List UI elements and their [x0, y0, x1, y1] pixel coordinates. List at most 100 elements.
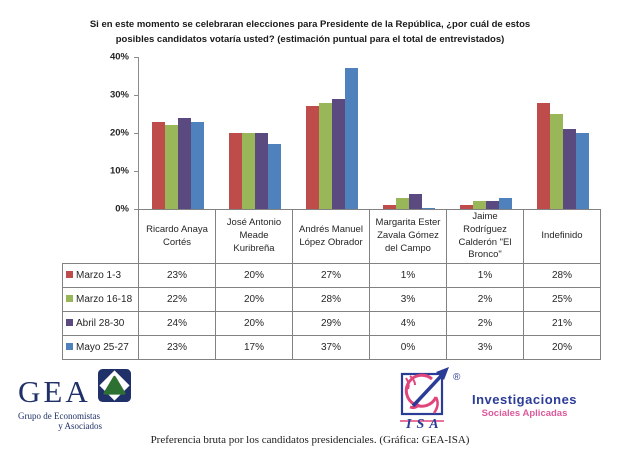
- bar-chart: 40% 30% 20% 10% 0%: [62, 52, 601, 215]
- table-row: Mayo 25-27 23% 17% 37% 0% 3% 20%: [62, 335, 601, 361]
- figure-caption: Preferencia bruta por los candidatos pre…: [150, 434, 470, 446]
- table-body: Marzo 1-3 23% 20% 27% 1% 1% 28% Marzo 16-18 22% 2…: [62, 263, 601, 361]
- table-row: Marzo 16-18 22% 20% 28% 3% 2% 25%: [62, 287, 601, 313]
- legend-cell: Abril 28-30: [62, 311, 139, 337]
- value-cell: 23%: [138, 335, 216, 361]
- bar: [164, 125, 178, 209]
- bar: [575, 133, 589, 209]
- bar: [562, 129, 576, 209]
- y-tick-label: 40%: [109, 51, 129, 63]
- table-row: Marzo 1-3 23% 20% 27% 1% 1% 28%: [62, 263, 601, 289]
- value-cell: 1%: [446, 263, 524, 289]
- table-row: Abril 28-30 24% 20% 29% 4% 2% 21%: [62, 311, 601, 337]
- value-cell: 1%: [369, 263, 447, 289]
- legend-swatch: [66, 295, 73, 303]
- value-cell: 2%: [446, 311, 524, 337]
- y-tick-label: 10%: [109, 165, 129, 177]
- category-header: Ricardo Anaya Cortés: [138, 208, 216, 265]
- bar-group-3: [293, 57, 370, 209]
- bar: [228, 133, 242, 209]
- bar-group-2: [216, 57, 293, 209]
- plot-area: [138, 57, 601, 209]
- value-cell: 23%: [138, 263, 216, 289]
- bar: [318, 103, 332, 209]
- value-cell: 20%: [215, 287, 293, 313]
- legend-swatch: [66, 343, 73, 351]
- bar: [459, 205, 473, 209]
- gea-logo-subtitle-line2: y Asociados: [58, 421, 102, 431]
- category-header: Indefinido: [523, 208, 601, 265]
- bar: [395, 198, 409, 209]
- y-tick-label: 20%: [109, 127, 129, 139]
- legend-swatch: [66, 271, 73, 279]
- series-name: Abril 28-30: [76, 318, 125, 330]
- isa-registered-mark: ®: [453, 372, 461, 383]
- value-cell: 20%: [215, 311, 293, 337]
- bar: [177, 118, 191, 209]
- series-name: Mayo 25-27: [76, 342, 129, 354]
- bar: [485, 201, 499, 209]
- bar: [408, 194, 422, 209]
- value-cell: 4%: [369, 311, 447, 337]
- category-header: José Antonio Meade Kuribreña: [215, 208, 293, 265]
- value-cell: 17%: [215, 335, 293, 361]
- category-header: Jaime Rodríguez Calderón "El Bronco": [446, 208, 524, 265]
- isa-logo-mark: ® ISA: [400, 367, 461, 430]
- value-cell: 2%: [446, 287, 524, 313]
- value-cell: 24%: [138, 311, 216, 337]
- value-cell: 37%: [292, 335, 370, 361]
- bar: [421, 208, 435, 209]
- bar: [498, 198, 512, 209]
- value-cell: 21%: [523, 311, 601, 337]
- value-cell: 20%: [215, 263, 293, 289]
- value-cell: 20%: [523, 335, 601, 361]
- isa-logo: ® ISA Investigaciones Sociales Aplicadas: [398, 366, 577, 430]
- y-axis: 40% 30% 20% 10% 0%: [62, 52, 138, 215]
- bar: [536, 103, 550, 209]
- value-cell: 0%: [369, 335, 447, 361]
- y-tick-mark: [134, 95, 138, 96]
- isa-logo-name-line1: Investigaciones: [472, 392, 578, 407]
- bar-group-5: [447, 57, 524, 209]
- category-header: Andrés Manuel López Obrador: [292, 208, 370, 265]
- category-header: Margarita Ester Zavala Gómez del Campo: [369, 208, 447, 265]
- y-tick-mark: [134, 133, 138, 134]
- gea-logo-subtitle-line1: Grupo de Economistas: [18, 411, 100, 421]
- bar-group-1: [139, 57, 216, 209]
- legend-cell: Mayo 25-27: [62, 335, 139, 361]
- y-tick-mark: [134, 171, 138, 172]
- value-cell: 27%: [292, 263, 370, 289]
- y-tick-label: 0%: [115, 203, 129, 215]
- value-cell: 3%: [446, 335, 524, 361]
- y-tick-label: 30%: [109, 89, 129, 101]
- bar: [305, 106, 319, 209]
- table-corner-cell: [62, 209, 139, 265]
- bar: [331, 99, 345, 209]
- bar-group-4: [370, 57, 447, 209]
- bar: [254, 133, 268, 209]
- isa-logo-name-line2: Sociales Aplicadas: [481, 408, 568, 419]
- legend-cell: Marzo 1-3: [62, 263, 139, 289]
- value-cell: 25%: [523, 287, 601, 313]
- bar: [472, 201, 486, 209]
- gea-logo-icon: [97, 369, 131, 407]
- bar: [344, 68, 358, 209]
- bar: [549, 114, 563, 209]
- series-name: Marzo 1-3: [76, 270, 122, 282]
- bar: [190, 122, 204, 209]
- gea-logo: GEA Grupo de Economistas y Asociados: [18, 369, 131, 431]
- bar: [241, 133, 255, 209]
- legend-swatch: [66, 319, 73, 327]
- value-cell: 22%: [138, 287, 216, 313]
- chart-title: Si en este momento se celebraran eleccio…: [89, 19, 531, 46]
- legend-cell: Marzo 16-18: [62, 287, 139, 313]
- series-name: Marzo 16-18: [76, 294, 133, 306]
- bar-group-6: [524, 57, 601, 209]
- isa-logo-acronym: ISA: [405, 417, 444, 430]
- data-table: Ricardo Anaya Cortés José Antonio Meade K…: [62, 208, 601, 361]
- value-cell: 28%: [523, 263, 601, 289]
- bar: [267, 144, 281, 209]
- table-header-row: Ricardo Anaya Cortés José Antonio Meade K…: [62, 208, 601, 265]
- bar: [382, 205, 396, 209]
